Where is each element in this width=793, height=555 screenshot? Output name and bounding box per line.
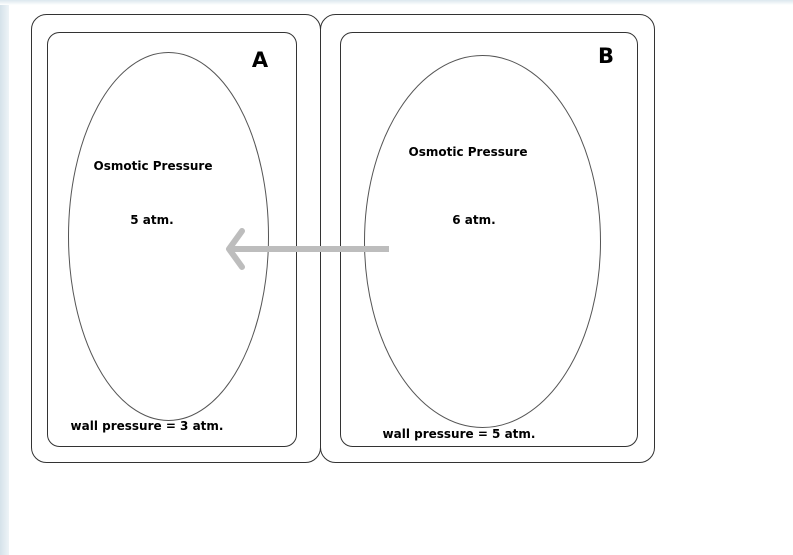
cell-a-vacuole [68,52,269,421]
cell-b-wall-pressure: wall pressure = 5 atm. [383,427,536,441]
cell-a-wall-pressure: wall pressure = 3 atm. [71,419,224,433]
cell-b: B Osmotic Pressure 6 atm. wall pressure … [320,14,655,463]
page-edge-left [0,0,9,555]
page-edge-top [0,0,793,5]
cell-a-letter: A [252,48,269,72]
arrow-head [226,228,245,270]
cell-a: A Osmotic Pressure 5 atm. wall pressure … [31,14,321,463]
cell-a-osmotic-value: 5 atm. [130,213,173,227]
cell-b-osmotic-value: 6 atm. [452,213,495,227]
cell-b-letter: B [598,44,614,68]
cell-b-vacuole [364,55,601,428]
water-flow-arrow [226,228,389,270]
cell-a-osmotic-label: Osmotic Pressure [94,159,213,173]
cell-b-osmotic-label: Osmotic Pressure [409,145,528,159]
